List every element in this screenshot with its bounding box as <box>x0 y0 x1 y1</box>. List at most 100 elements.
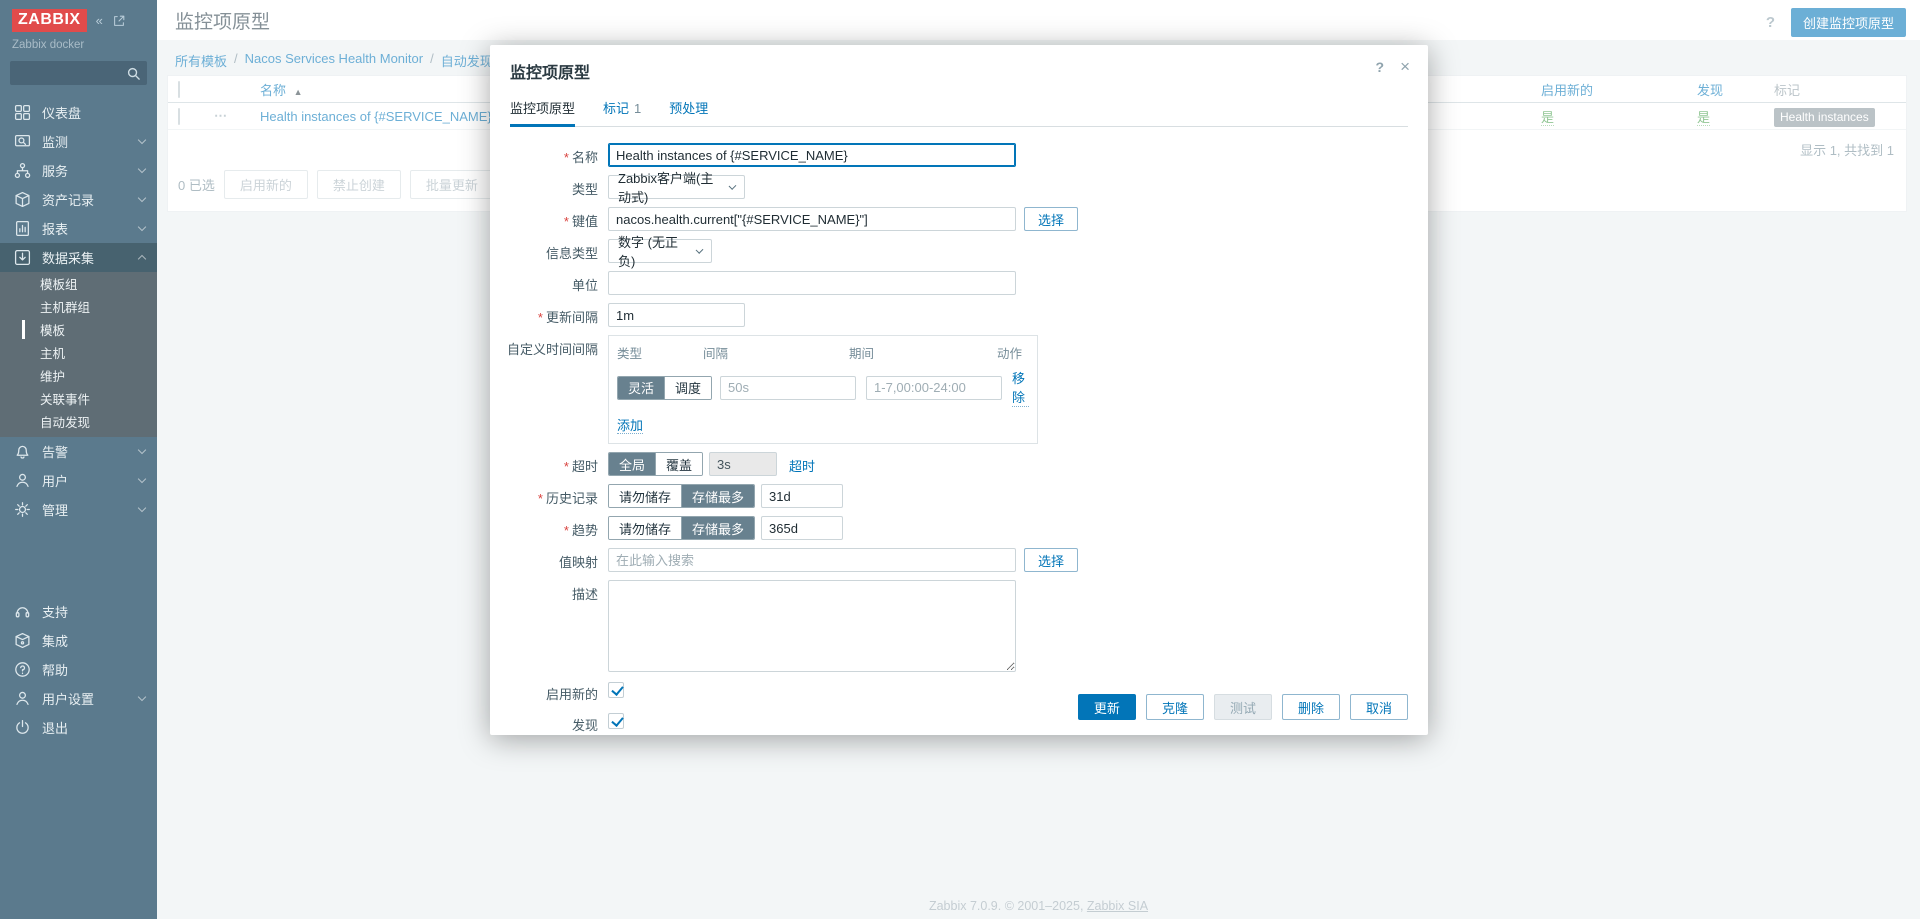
history-store-option[interactable]: 存储最多 <box>681 485 755 507</box>
sidebar-item-integrations[interactable]: 集成 <box>0 626 157 655</box>
sidebar-item-user-settings[interactable]: 用户设置 <box>0 684 157 713</box>
timeout-link[interactable]: 超时 <box>789 459 816 474</box>
interval-period-input[interactable] <box>866 375 1003 400</box>
interval-col-type: 类型 <box>617 347 643 361</box>
bulk-update-button[interactable]: 批量更新 <box>409 170 494 199</box>
tab-preprocessing[interactable]: 预处理 <box>669 98 708 126</box>
interval-type-flexible[interactable]: 灵活 <box>618 376 665 399</box>
cancel-button[interactable]: 取消 <box>1349 694 1408 720</box>
bulk-enable-button[interactable]: 启用新的 <box>223 170 308 199</box>
discover-checkbox[interactable] <box>608 713 624 729</box>
description-textarea[interactable] <box>608 580 1016 672</box>
sidebar-item-signout[interactable]: 退出 <box>0 713 157 742</box>
sidebar-item-reports[interactable]: 报表 <box>0 214 157 243</box>
value-map-select-button[interactable]: 选择 <box>1024 548 1079 572</box>
sidebar-item-data-collection[interactable]: 数据采集 <box>0 243 157 272</box>
info-type-select-value: 数字 (无正负) <box>618 235 678 269</box>
zabbix-logo[interactable]: ZABBIX <box>12 9 87 32</box>
sort-asc-icon: ▲ <box>293 86 303 97</box>
interval-delay-input[interactable] <box>720 375 857 400</box>
column-header-discovered[interactable]: 发现 <box>1697 82 1724 98</box>
interval-type-scheduling[interactable]: 调度 <box>664 376 712 399</box>
sidebar-item-dashboard[interactable]: 仪表盘 <box>0 98 157 127</box>
sidebar-item-help[interactable]: 帮助 <box>0 655 157 684</box>
sidebar-item-administration[interactable]: 管理 <box>0 495 157 524</box>
bulk-disable-create-button[interactable]: 禁止创建 <box>316 170 401 199</box>
sidebar-item-maintenance[interactable]: 维护 <box>0 364 157 387</box>
sidebar-item-host-groups[interactable]: 主机群组 <box>0 295 157 318</box>
tab-item-prototype[interactable]: 监控项原型 <box>510 98 576 127</box>
sidebar-item-monitoring[interactable]: 监测 <box>0 127 157 156</box>
name-input[interactable] <box>608 143 1016 167</box>
field-label-custom-intervals: 自定义时间间隔 <box>506 342 598 357</box>
trends-value-input[interactable] <box>761 516 844 540</box>
sidebar-item-templates[interactable]: 模板 <box>0 318 157 341</box>
modal-help-icon[interactable]: ? <box>1375 59 1384 75</box>
timeout-override-option[interactable]: 覆盖 <box>655 453 703 475</box>
sidebar-item-label: 管理 <box>42 503 69 518</box>
selected-count: 0 已选 <box>178 178 215 193</box>
close-icon[interactable]: × <box>1400 57 1410 76</box>
sidebar-item-event-correlation[interactable]: 关联事件 <box>0 387 157 410</box>
row-checkbox[interactable] <box>178 107 180 125</box>
enabled-checkbox[interactable] <box>608 682 624 698</box>
sidebar-search-input[interactable] <box>10 61 147 85</box>
create-item-prototype-button[interactable]: 创建监控项原型 <box>1790 8 1906 37</box>
sidebar-item-template-groups[interactable]: 模板组 <box>0 272 157 295</box>
sidebar-item-alerts[interactable]: 告警 <box>0 437 157 466</box>
search-icon <box>127 67 140 80</box>
row-context-menu-icon[interactable]: ⋯ <box>214 108 228 123</box>
breadcrumb-item-all-templates[interactable]: 所有模板 <box>175 54 228 69</box>
test-button[interactable]: 测试 <box>1213 694 1272 720</box>
field-label-enabled: 启用新的 <box>545 687 598 702</box>
discovered-status-link[interactable]: 是 <box>1697 109 1711 126</box>
enabled-status-link[interactable]: 是 <box>1541 109 1555 126</box>
item-prototype-name-link[interactable]: Health instances of {#SERVICE_NAME} <box>260 108 492 124</box>
timeout-global-option[interactable]: 全局 <box>609 453 656 475</box>
footer-zabbix-sia-link[interactable]: Zabbix SIA <box>1086 899 1149 913</box>
page-help-icon[interactable]: ? <box>1765 14 1775 31</box>
chevron-down-icon <box>695 245 704 254</box>
breadcrumb-item-template[interactable]: Nacos Services Health Monitor <box>244 51 424 66</box>
interval-col-period: 期间 <box>849 347 875 361</box>
sidebar-item-hosts[interactable]: 主机 <box>0 341 157 364</box>
interval-add-link[interactable]: 添加 <box>617 418 644 434</box>
type-select[interactable]: Zabbix客户端(主动式) <box>608 171 745 205</box>
sidebar-item-users[interactable]: 用户 <box>0 466 157 495</box>
sidebar-item-discovery[interactable]: 自动发现 <box>0 410 157 433</box>
trends-no-store-option[interactable]: 请勿储存 <box>609 517 682 539</box>
interval-col-action: 动作 <box>997 347 1023 361</box>
chevron-down-icon <box>728 181 737 190</box>
interval-remove-link[interactable]: 移除 <box>1012 368 1029 407</box>
users-icon <box>14 472 32 489</box>
required-mark: * <box>563 214 569 229</box>
column-header-name[interactable]: 名称 <box>260 82 287 98</box>
key-input[interactable] <box>608 207 1016 231</box>
sidebar-hide-icon[interactable] <box>112 14 126 28</box>
history-no-store-option[interactable]: 请勿储存 <box>609 485 682 507</box>
info-type-select[interactable]: 数字 (无正负) <box>608 235 712 269</box>
sidebar-item-label: 告警 <box>42 445 69 460</box>
key-select-button[interactable]: 选择 <box>1024 207 1079 231</box>
value-map-input[interactable] <box>608 548 1016 572</box>
units-input[interactable] <box>608 271 1016 295</box>
trends-store-option[interactable]: 存储最多 <box>681 517 755 539</box>
select-all-checkbox[interactable] <box>178 80 180 98</box>
update-button[interactable]: 更新 <box>1077 694 1136 720</box>
sidebar-collapse-icon[interactable]: « <box>95 13 103 28</box>
delete-button[interactable]: 删除 <box>1281 694 1340 720</box>
sidebar-item-services[interactable]: 服务 <box>0 156 157 185</box>
field-label-history: * 历史记录 <box>537 491 598 506</box>
tab-tags[interactable]: 标记 1 <box>603 98 641 126</box>
update-interval-input[interactable] <box>608 303 745 327</box>
sidebar-item-label: 报表 <box>42 222 69 237</box>
column-header-enabled[interactable]: 启用新的 <box>1541 82 1594 98</box>
required-mark: * <box>537 491 543 506</box>
sidebar-item-label: 退出 <box>42 721 69 736</box>
clone-button[interactable]: 克隆 <box>1145 694 1204 720</box>
sidebar-item-inventory[interactable]: 资产记录 <box>0 185 157 214</box>
sidebar-subitem-label: 模板组 <box>40 278 78 292</box>
sidebar-item-support[interactable]: 支持 <box>0 597 157 626</box>
history-value-input[interactable] <box>761 484 844 508</box>
modal-header: 监控项原型 ? × <box>490 45 1428 83</box>
